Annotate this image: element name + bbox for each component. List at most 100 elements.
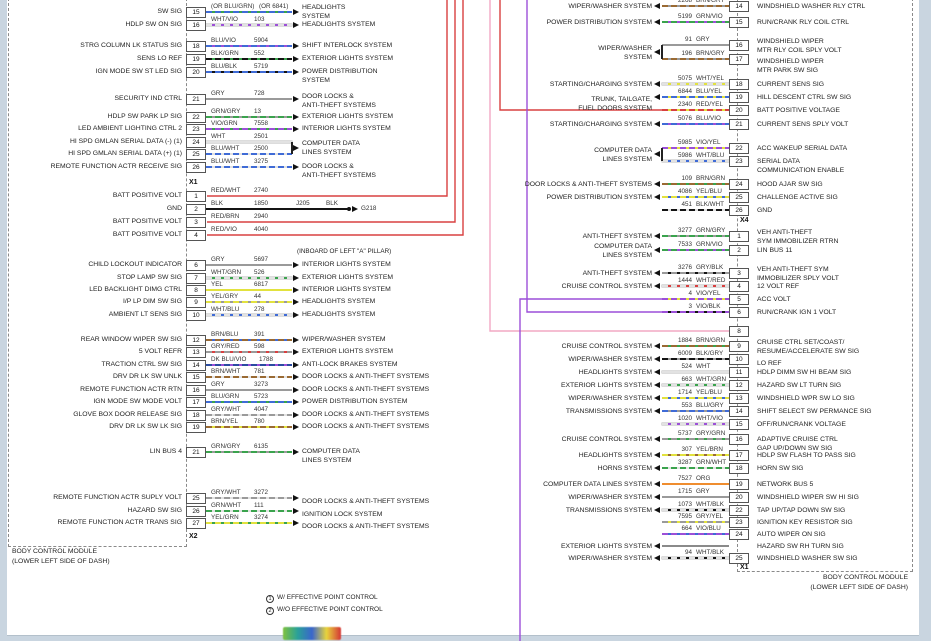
bcm-signal-label: CHALLENGE ACTIVE SIG — [757, 194, 838, 201]
circuit-number: 5737 — [677, 430, 692, 437]
bcm-signal-label: LO REF — [757, 360, 782, 367]
wire-color-label: GRN/GRY — [211, 108, 241, 115]
offpage-arrow-icon — [293, 125, 299, 132]
offpage-arrow-icon — [654, 493, 660, 500]
circuit-number: 1073 — [677, 501, 692, 508]
wire-line — [206, 288, 292, 292]
wire-line — [206, 10, 292, 14]
system-label: ANTI-THEFT SYSTEM — [582, 233, 652, 240]
pin-box: 8 — [729, 325, 749, 337]
circuit-number: 5076 — [677, 115, 692, 122]
circuit-number: 526 — [254, 269, 265, 276]
signal-label: IGN MODE SW MODE VOLT — [93, 397, 182, 405]
system-label: TRANSMISSIONS SYSTEM — [565, 408, 652, 415]
wire-line — [206, 57, 292, 61]
system-label: TRUNK, TAILGATE, FUEL DOORS SYSTEM — [578, 95, 652, 112]
wire-line — [206, 388, 292, 392]
pin-box: 23 — [186, 123, 206, 135]
circuit-number: 3275 — [254, 158, 269, 165]
wire-line — [662, 544, 729, 548]
system-label: COMPUTER DATA LINES SYSTEM — [594, 147, 652, 163]
circuit-number: 524 — [681, 363, 692, 370]
bcm-signal-label: CRUISE CTRL SET/COAST/ RESUME/ACCELERATE… — [757, 338, 860, 355]
pin-box: 20 — [729, 491, 749, 503]
circuit-number: 7595 — [677, 513, 692, 520]
bcm-signal-label: HAZARD SW RH TURN SIG — [757, 543, 844, 550]
offpage-arrow-icon — [654, 80, 660, 87]
pin-box: 14 — [729, 0, 749, 12]
pin-box: 12 — [729, 379, 749, 391]
wire-line — [206, 70, 292, 74]
wire-line — [662, 4, 729, 8]
pin-box: 19 — [186, 421, 206, 433]
circuit-number: 4 — [688, 290, 692, 297]
batt-wire-3 — [207, 0, 464, 236]
wire-color-label: WHT/VIO — [211, 16, 238, 23]
wire-color-label: BRN/YEL — [211, 418, 238, 425]
signal-label: HAZARD SW SIG — [127, 506, 182, 514]
circuit-number: 4086 — [677, 188, 692, 195]
footnote-1: 1 W/ EFFECTIVE POINT CONTROL — [266, 594, 378, 603]
bcm-signal-label: WINDSHIELD WIPER MTR RLY COIL SPLY VOLT — [757, 37, 842, 54]
pin-box: 21 — [729, 118, 749, 130]
circuit-number: 3277 — [677, 227, 692, 234]
wire-line — [662, 122, 729, 126]
system-label: WIPER/WASHER SYSTEM — [568, 3, 652, 10]
signal-label: TRACTION CTRL SW SIG — [101, 360, 182, 368]
pin-box: 15 — [729, 418, 749, 430]
wire-line — [206, 97, 292, 101]
signal-label: GND — [166, 204, 182, 212]
offpage-arrow-icon — [654, 246, 660, 253]
offpage-arrow-icon — [293, 42, 299, 49]
bcm-signal-label: HDLP DIMM SW HI BEAM SIG — [757, 369, 852, 376]
pin-box: 11 — [729, 366, 749, 378]
circuit-number: 2268 — [677, 0, 692, 4]
pin-box: 9 — [186, 296, 206, 308]
wire-color-label: WHT/GRN — [211, 269, 242, 276]
wire-line — [662, 57, 729, 61]
system-label: INTERIOR LIGHTS SYSTEM — [302, 125, 391, 133]
circuit-number: 5697 — [254, 256, 269, 263]
offpage-arrow-icon — [654, 355, 660, 362]
circuit-number: 3287 — [677, 459, 692, 466]
system-label: DOOR LOCKS & ANTI-THEFT SYSTEMS — [302, 386, 430, 394]
merge-bracket — [291, 142, 293, 154]
ground-arrow-icon — [352, 205, 358, 212]
offpage-arrow-icon — [293, 298, 299, 305]
offpage-arrow-icon — [654, 480, 660, 487]
wire-color-label: BLK — [211, 200, 223, 207]
signal-label: DRV DR LK SW UNLK — [113, 372, 182, 380]
wire-line — [206, 263, 292, 267]
circuit-number: (OR 6841) — [259, 3, 289, 10]
bcm-signal-label: GND — [757, 207, 773, 214]
pin-box: 4 — [729, 280, 749, 292]
wire-color-label: VIO/GRN — [211, 120, 238, 127]
offpage-arrow-icon — [293, 336, 299, 343]
system-label: EXTERIOR LIGHTS SYSTEM — [302, 274, 394, 282]
pin-box: 16 — [729, 433, 749, 445]
pin-box: 27 — [186, 517, 206, 529]
wire-line — [662, 453, 729, 457]
wire-line — [206, 375, 292, 379]
connector-id: X1 — [189, 179, 198, 186]
circuit-number: 109 — [681, 175, 692, 182]
circuit-number: 5985 — [677, 139, 692, 146]
wire-line — [662, 271, 729, 275]
signal-label: SECURITY IND CTRL — [114, 94, 182, 102]
offpage-arrow-icon — [654, 151, 660, 157]
wire-line — [662, 383, 729, 387]
system-label: ANTI-THEFT SYSTEM — [582, 270, 652, 277]
wire-color-label: WHT/BLU — [696, 152, 725, 159]
signal-label: I/P LP DIM SW SIG — [122, 297, 182, 305]
wire-line — [662, 82, 729, 86]
signal-label: BATT POSITIVE VOLT — [112, 191, 182, 199]
offpage-arrow-icon — [654, 435, 660, 442]
wire-line — [662, 437, 729, 441]
system-label: DOOR LOCKS & ANTI-THEFT SYSTEMS — [302, 163, 376, 179]
pin-box: 18 — [729, 462, 749, 474]
circuit-number: 781 — [254, 368, 265, 375]
signal-label: REMOTE FUNCTION ACTR TRANS SIG — [57, 518, 183, 526]
circuit-number: 91 — [684, 36, 692, 43]
bcm-signal-label: HOOD AJAR SW SIG — [757, 181, 823, 188]
wire-color-label: WHT/RED — [696, 277, 726, 284]
